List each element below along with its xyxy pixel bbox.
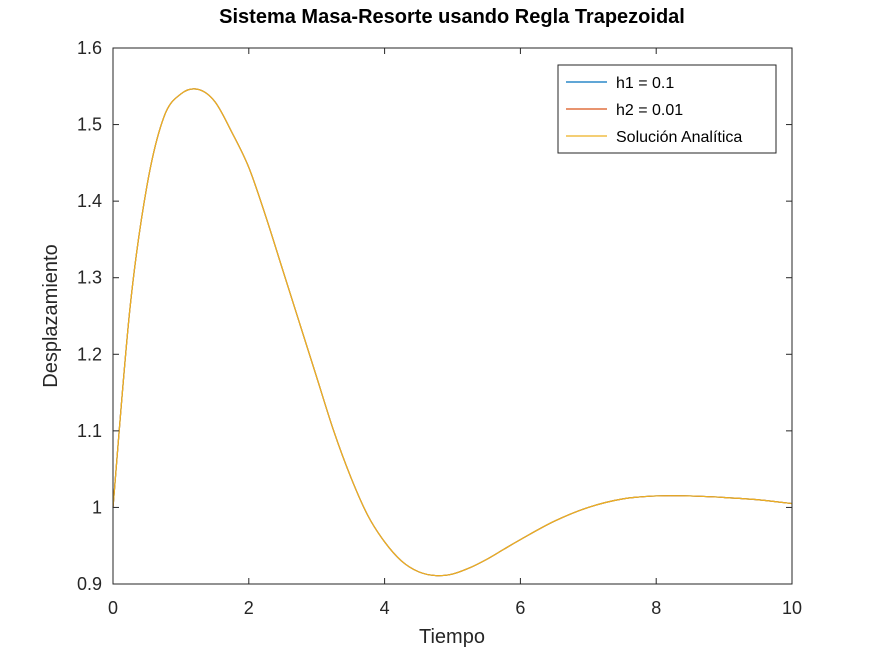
y-tick-label: 1.6 — [77, 38, 102, 58]
x-tick-label: 10 — [782, 598, 802, 618]
y-axis-label: Desplazamiento — [40, 244, 62, 387]
plot-frame — [112, 47, 793, 585]
y-tick-label: 1.1 — [77, 421, 102, 441]
x-tick-label: 2 — [244, 598, 254, 618]
legend-label: h2 = 0.01 — [616, 102, 683, 119]
chart-title: Sistema Masa-Resorte usando Regla Trapez… — [219, 6, 685, 28]
x-tick-label: 8 — [651, 598, 661, 618]
y-axis-ticks: 0.9 1 1.1 1.2 1.3 1.4 1.5 1.6 — [77, 38, 792, 594]
legend-label: Solución Analítica — [616, 129, 742, 146]
x-axis-label: Tiempo — [419, 626, 485, 648]
legend-label: h1 = 0.1 — [616, 75, 674, 92]
legend: h1 = 0.1 h2 = 0.01 Solución Analítica — [557, 64, 777, 154]
x-tick-label: 0 — [108, 598, 118, 618]
y-tick-label: 1.3 — [77, 268, 102, 288]
y-tick-label: 0.9 — [77, 574, 102, 594]
x-tick-label: 4 — [380, 598, 390, 618]
x-tick-label: 6 — [515, 598, 525, 618]
y-tick-label: 1.2 — [77, 344, 102, 364]
x-axis-ticks: 0 2 4 6 8 10 — [108, 48, 802, 618]
y-tick-label: 1.4 — [77, 191, 102, 211]
series-line-soluci-n-anal-tica — [112, 88, 793, 577]
y-tick-label: 1.5 — [77, 115, 102, 135]
y-tick-label: 1 — [92, 497, 102, 517]
series-layer — [112, 88, 793, 577]
